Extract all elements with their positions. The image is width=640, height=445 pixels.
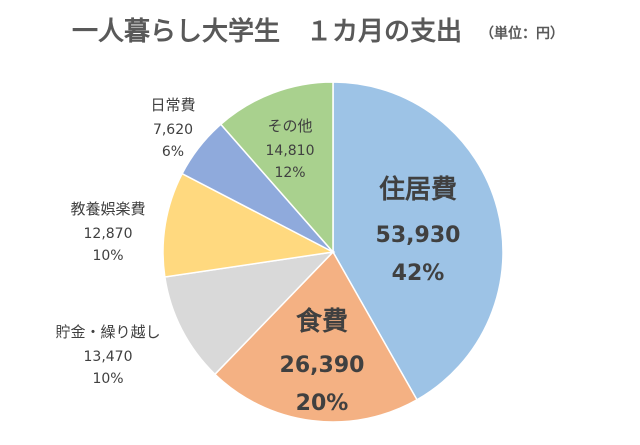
slice-value-label-3: 13,470 bbox=[84, 349, 133, 365]
pie-slice-6 bbox=[219, 81, 334, 254]
slice-value-label-6: 14,810 bbox=[266, 143, 315, 159]
slice-percent-label-2: 20% bbox=[296, 391, 349, 416]
slice-value-label-4: 12,870 bbox=[84, 226, 133, 242]
slice-label-5: 日常費 bbox=[150, 96, 195, 114]
pie-labels: 住居費 53,930 42% 食費 26,390 20% 貯金・繰り越し 13,470 10% 教… bbox=[55, 96, 460, 416]
slice-label-6: その他 bbox=[267, 117, 312, 135]
pie-slices bbox=[162, 81, 504, 423]
slice-percent-label-4: 10% bbox=[92, 248, 123, 264]
slice-label-2: 食費 bbox=[296, 306, 348, 337]
slice-value-label-5: 7,620 bbox=[153, 122, 193, 138]
pie-slice-2 bbox=[213, 250, 418, 423]
slice-label-4: 教養娯楽費 bbox=[70, 200, 145, 218]
slice-percent-label-5: 6% bbox=[162, 144, 184, 160]
slice-percent-label-3: 10% bbox=[92, 371, 123, 387]
pie-slice-4 bbox=[162, 172, 336, 278]
pie-slice-3 bbox=[163, 250, 336, 376]
slice-label-1: 住居費 bbox=[379, 174, 457, 205]
slice-value-label-1: 53,930 bbox=[376, 223, 461, 248]
chart-title: 一人暮らし大学生 １カ月の支出 bbox=[72, 16, 462, 47]
slice-percent-label-6: 12% bbox=[274, 165, 305, 181]
slice-percent-label-1: 42% bbox=[392, 261, 445, 286]
slice-label-3: 貯金・繰り越し bbox=[55, 323, 160, 341]
slice-value-label-2: 26,390 bbox=[280, 353, 365, 378]
chart-unit-label: （単位：円） bbox=[480, 25, 564, 42]
pie-slice-1 bbox=[332, 81, 504, 401]
